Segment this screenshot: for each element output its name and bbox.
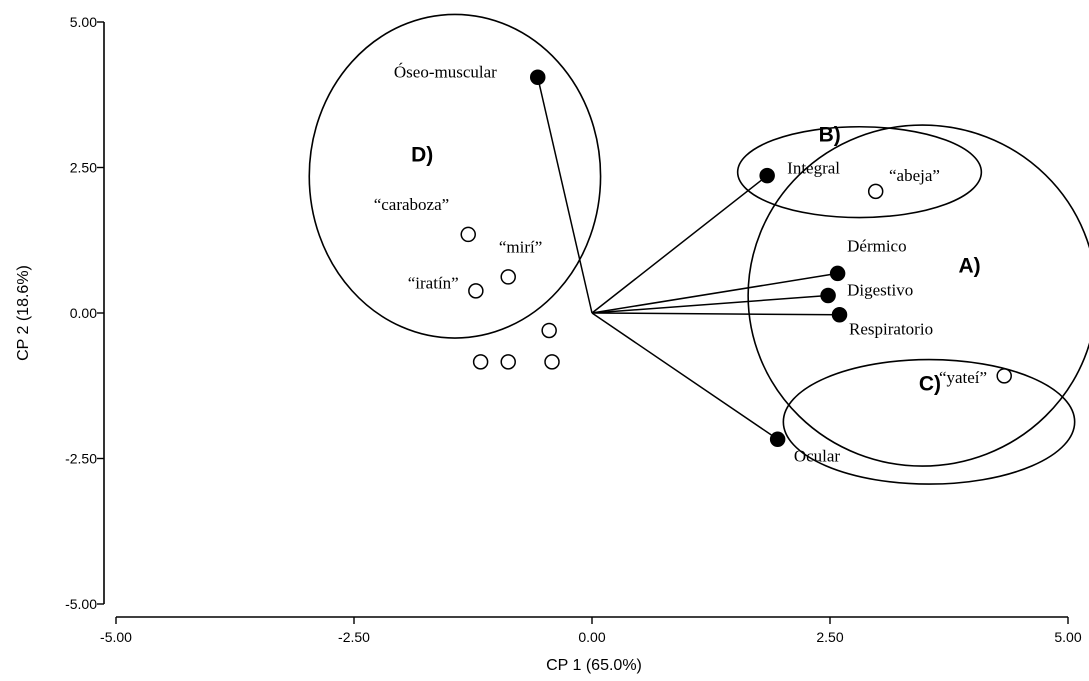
y-tick-label: 2.50 (70, 160, 97, 176)
open-point (500, 354, 516, 370)
group-ellipse (782, 358, 1076, 485)
x-axis-title: CP 1 (65.0%) (546, 657, 642, 674)
x-tick-label: 2.50 (816, 629, 843, 645)
filled-point (831, 306, 848, 323)
point-labels: A) B) C) D) Óseo-muscular Integral Dérmico Dige… (374, 62, 987, 465)
point-label: Integral (787, 158, 840, 177)
group-label: D) (411, 144, 433, 167)
open-point (544, 354, 560, 370)
x-tick-label: -2.50 (338, 629, 370, 645)
point-label: Digestivo (847, 281, 913, 300)
point-label: “abeja” (889, 166, 940, 185)
open-point (468, 283, 484, 299)
point-label: Ocular (794, 446, 841, 465)
vector-line (591, 175, 768, 314)
group-ellipse (747, 124, 1089, 467)
group-label: C) (919, 372, 941, 395)
loading-vectors (537, 77, 840, 440)
filled-point (820, 287, 836, 304)
filled-point (829, 265, 846, 282)
vector-line (591, 312, 779, 440)
group-label: B) (819, 123, 841, 146)
filled-point (529, 69, 546, 86)
axes: -5.00 -2.50 0.00 2.50 5.00 -5.00 -2.50 0.00 2.50… (65, 14, 1082, 645)
point-label: “caraboza” (374, 195, 449, 214)
group-ellipse (308, 13, 602, 339)
vector-line (537, 77, 593, 314)
x-tick-label: -5.00 (100, 629, 132, 645)
point-label: “mirí” (499, 237, 542, 256)
point-label: Óseo-muscular (394, 62, 497, 81)
y-tick-label: -5.00 (65, 596, 97, 612)
open-point (500, 269, 516, 285)
group-label: A) (959, 254, 981, 277)
vector-line (591, 272, 838, 314)
vector-line (591, 294, 829, 314)
point-label: Respiratorio (849, 320, 933, 339)
point-label: “yateí” (939, 368, 987, 387)
y-tick-label: 5.00 (70, 14, 97, 30)
open-point (460, 226, 476, 243)
open-point (541, 322, 557, 339)
open-point (867, 183, 884, 200)
x-tick-label: 5.00 (1054, 629, 1081, 645)
vector-line (591, 312, 840, 316)
filled-point (769, 431, 786, 448)
group-ellipse (736, 125, 983, 219)
y-axis-title: CP 2 (18.6%) (15, 265, 32, 361)
y-tick-label: 0.00 (70, 305, 97, 321)
point-label: “iratín” (408, 274, 459, 293)
point-label: Dérmico (847, 236, 906, 255)
data-points (460, 69, 1012, 448)
y-tick-label: -2.50 (65, 451, 97, 467)
open-point (996, 368, 1012, 384)
filled-point (759, 167, 775, 184)
open-point (472, 354, 489, 370)
group-ellipses (308, 13, 1089, 485)
x-tick-label: 0.00 (578, 629, 605, 645)
